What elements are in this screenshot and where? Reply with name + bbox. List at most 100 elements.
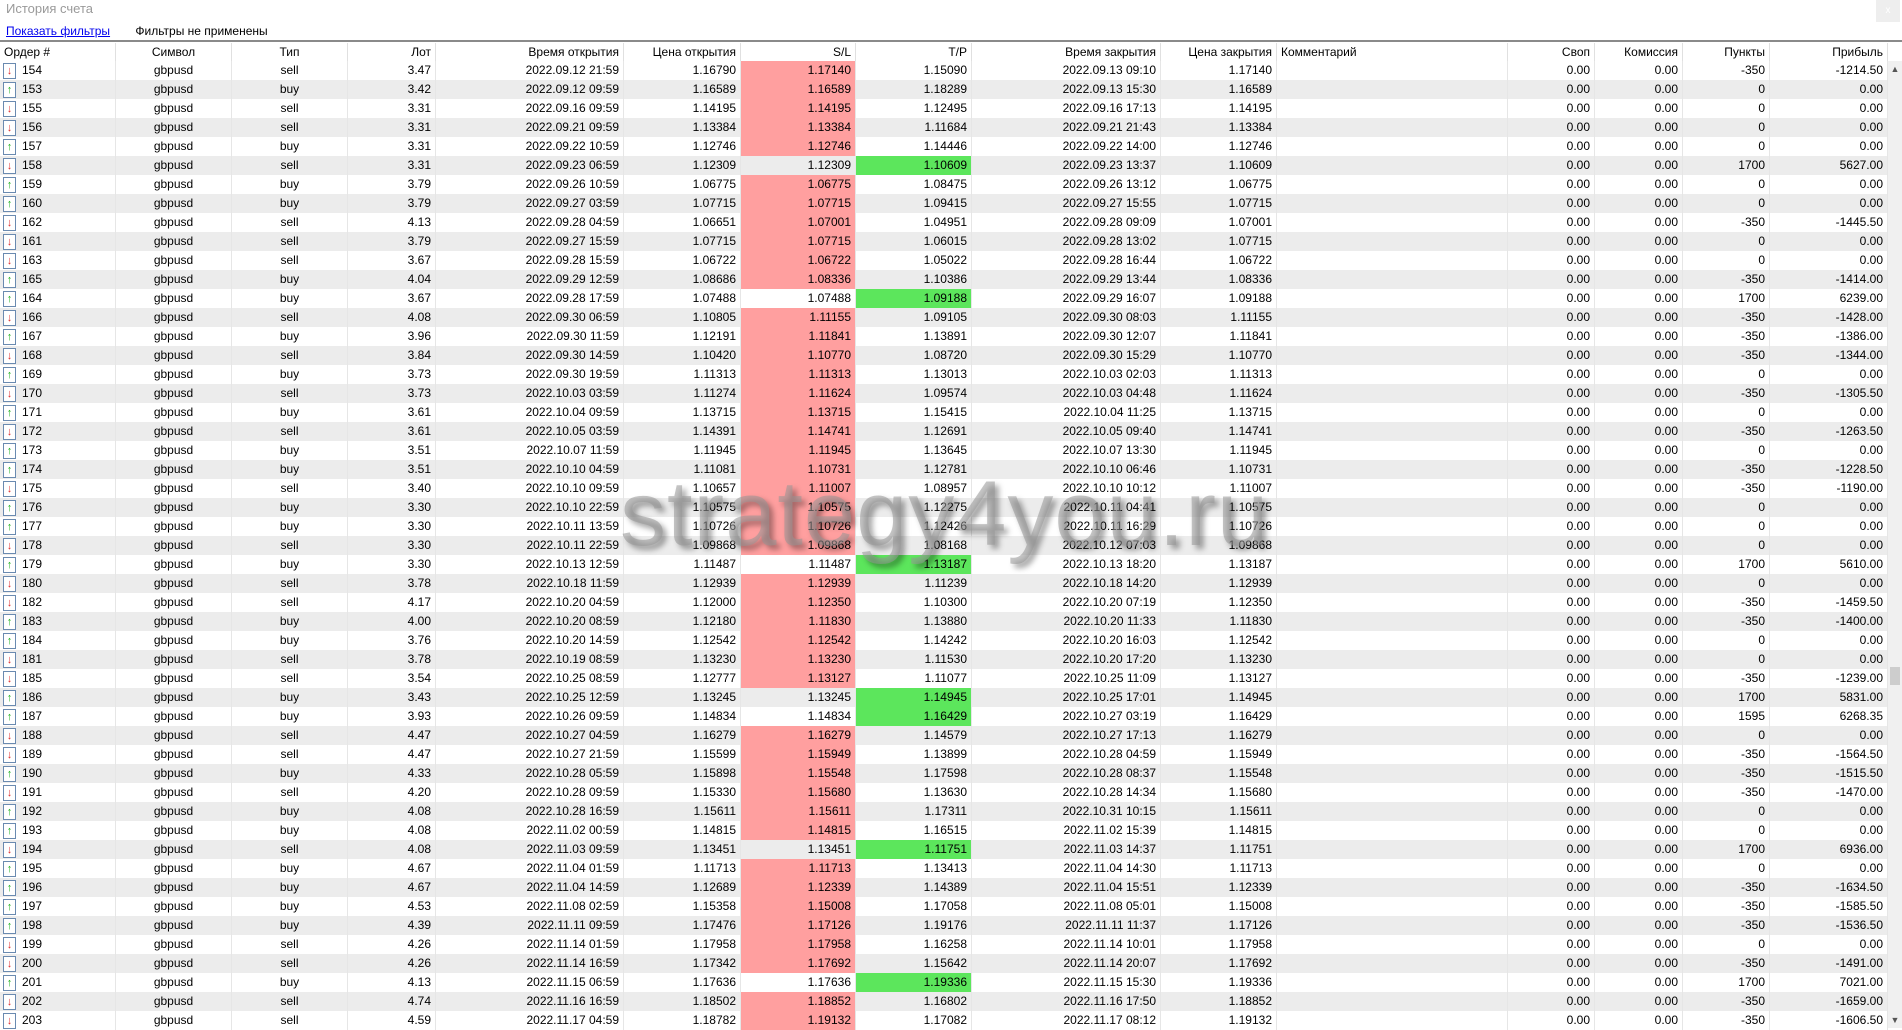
table-row[interactable]: ↑ 197 gbpusd buy 4.53 2022.11.08 02:59 1.15358… — [0, 897, 1888, 916]
table-row[interactable]: ↓ 155 gbpusd sell 3.31 2022.09.16 09:59 1.1419… — [0, 99, 1888, 118]
table-row[interactable]: ↓ 194 gbpusd sell 4.08 2022.11.03 09:59 1.1345… — [0, 840, 1888, 859]
column-header-swap[interactable]: Своп — [1508, 43, 1595, 61]
table-row[interactable]: ↑ 195 gbpusd buy 4.67 2022.11.04 01:59 1.11713… — [0, 859, 1888, 878]
table-row[interactable]: ↑ 177 gbpusd buy 3.30 2022.10.11 13:59 1.10726… — [0, 517, 1888, 536]
table-row[interactable]: ↑ 201 gbpusd buy 4.13 2022.11.15 06:59 1.17636… — [0, 973, 1888, 992]
table-row[interactable]: ↓ 199 gbpusd sell 4.26 2022.11.14 01:59 1.1795… — [0, 935, 1888, 954]
cell-swap: 0.00 — [1508, 175, 1595, 194]
close-button[interactable]: x — [1876, 0, 1900, 22]
column-header-comment[interactable]: Комментарий — [1277, 43, 1508, 61]
table-row[interactable]: ↑ 164 gbpusd buy 3.67 2022.09.28 17:59 1.07488… — [0, 289, 1888, 308]
column-header-lot[interactable]: Лот — [348, 43, 436, 61]
table-row[interactable]: ↓ 203 gbpusd sell 4.59 2022.11.17 04:59 1.1878… — [0, 1011, 1888, 1030]
table-row[interactable]: ↓ 182 gbpusd sell 4.17 2022.10.20 04:59 1.1200… — [0, 593, 1888, 612]
cell-swap: 0.00 — [1508, 840, 1595, 859]
table-row[interactable]: ↑ 174 gbpusd buy 3.51 2022.10.10 04:59 1.11081… — [0, 460, 1888, 479]
cell-order: ↑ 183 — [0, 612, 116, 631]
table-row[interactable]: ↓ 178 gbpusd sell 3.30 2022.10.11 22:59 1.0986… — [0, 536, 1888, 555]
table-row[interactable]: ↑ 167 gbpusd buy 3.96 2022.09.30 11:59 1.12191… — [0, 327, 1888, 346]
scroll-thumb[interactable] — [1890, 667, 1900, 685]
column-header-commission[interactable]: Комиссия — [1595, 43, 1683, 61]
table-row[interactable]: ↓ 189 gbpusd sell 4.47 2022.10.27 21:59 1.1559… — [0, 745, 1888, 764]
column-header-close-time[interactable]: Время закрытия — [972, 43, 1161, 61]
cell-close-price: 1.15680 — [1161, 783, 1277, 802]
table-row[interactable]: ↓ 191 gbpusd sell 4.20 2022.10.28 09:59 1.1533… — [0, 783, 1888, 802]
cell-order: ↑ 173 — [0, 441, 116, 460]
table-row[interactable]: ↑ 183 gbpusd buy 4.00 2022.10.20 08:59 1.12180… — [0, 612, 1888, 631]
cell-type: buy — [232, 289, 348, 308]
cell-type: sell — [232, 156, 348, 175]
column-header-open-time[interactable]: Время открытия — [436, 43, 624, 61]
table-row[interactable]: ↑ 179 gbpusd buy 3.30 2022.10.13 12:59 1.11487… — [0, 555, 1888, 574]
column-header-open-price[interactable]: Цена открытия — [624, 43, 741, 61]
table-row[interactable]: ↓ 166 gbpusd sell 4.08 2022.09.30 06:59 1.1080… — [0, 308, 1888, 327]
cell-symbol: gbpusd — [116, 156, 232, 175]
order-number: 189 — [22, 747, 43, 761]
table-row[interactable]: ↑ 159 gbpusd buy 3.79 2022.09.26 10:59 1.06775… — [0, 175, 1888, 194]
cell-swap: 0.00 — [1508, 156, 1595, 175]
table-row[interactable]: ↑ 190 gbpusd buy 4.33 2022.10.28 05:59 1.15898… — [0, 764, 1888, 783]
column-header-symbol[interactable]: Символ — [116, 43, 232, 61]
cell-commission: 0.00 — [1595, 517, 1683, 536]
table-row[interactable]: ↓ 162 gbpusd sell 4.13 2022.09.28 04:59 1.0665… — [0, 213, 1888, 232]
table-row[interactable]: ↑ 198 gbpusd buy 4.39 2022.11.11 09:59 1.17476… — [0, 916, 1888, 935]
cell-close-price: 1.07715 — [1161, 232, 1277, 251]
column-header-sl[interactable]: S/L — [741, 43, 856, 61]
cell-profit: -1585.50 — [1770, 897, 1888, 916]
table-row[interactable]: ↓ 163 gbpusd sell 3.67 2022.09.28 15:59 1.0672… — [0, 251, 1888, 270]
table-row[interactable]: ↓ 158 gbpusd sell 3.31 2022.09.23 06:59 1.1230… — [0, 156, 1888, 175]
table-row[interactable]: ↑ 173 gbpusd buy 3.51 2022.10.07 11:59 1.11945… — [0, 441, 1888, 460]
column-header-tp[interactable]: T/P — [856, 43, 972, 61]
table-row[interactable]: ↓ 175 gbpusd sell 3.40 2022.10.10 09:59 1.1065… — [0, 479, 1888, 498]
table-row[interactable]: ↓ 170 gbpusd sell 3.73 2022.10.03 03:59 1.1127… — [0, 384, 1888, 403]
table-row[interactable]: ↓ 202 gbpusd sell 4.74 2022.11.16 16:59 1.1850… — [0, 992, 1888, 1011]
arrow-down-red-icon: ↓ — [3, 746, 16, 763]
table-row[interactable]: ↓ 200 gbpusd sell 4.26 2022.11.14 16:59 1.1734… — [0, 954, 1888, 973]
table-row[interactable]: ↓ 156 gbpusd sell 3.31 2022.09.21 09:59 1.1338… — [0, 118, 1888, 137]
table-row[interactable]: ↑ 171 gbpusd buy 3.61 2022.10.04 09:59 1.13715… — [0, 403, 1888, 422]
column-header-close-price[interactable]: Цена закрытия — [1161, 43, 1277, 61]
table-row[interactable]: ↑ 186 gbpusd buy 3.43 2022.10.25 12:59 1.13245… — [0, 688, 1888, 707]
scroll-down-icon[interactable]: ▼ — [1890, 1015, 1900, 1025]
table-row[interactable]: ↑ 187 gbpusd buy 3.93 2022.10.26 09:59 1.14834… — [0, 707, 1888, 726]
table-row[interactable]: ↑ 165 gbpusd buy 4.04 2022.09.29 12:59 1.08686… — [0, 270, 1888, 289]
table-row[interactable]: ↑ 184 gbpusd buy 3.76 2022.10.20 14:59 1.12542… — [0, 631, 1888, 650]
column-header-profit[interactable]: Прибыль — [1770, 43, 1888, 61]
scroll-up-icon[interactable]: ▲ — [1890, 64, 1900, 74]
cell-order: ↑ 169 — [0, 365, 116, 384]
cell-tp: 1.18289 — [856, 80, 972, 99]
table-row[interactable]: ↓ 180 gbpusd sell 3.78 2022.10.18 11:59 1.1293… — [0, 574, 1888, 593]
arrow-up-green-icon: ↑ — [3, 176, 16, 193]
table-row[interactable]: ↓ 172 gbpusd sell 3.61 2022.10.05 03:59 1.1439… — [0, 422, 1888, 441]
cell-tp: 1.14579 — [856, 726, 972, 745]
cell-tp: 1.06015 — [856, 232, 972, 251]
column-header-type[interactable]: Тип — [232, 43, 348, 61]
table-row[interactable]: ↑ 153 gbpusd buy 3.42 2022.09.12 09:59 1.16589… — [0, 80, 1888, 99]
table-row[interactable]: ↑ 193 gbpusd buy 4.08 2022.11.02 00:59 1.14815… — [0, 821, 1888, 840]
table-row[interactable]: ↑ 192 gbpusd buy 4.08 2022.10.28 16:59 1.15611… — [0, 802, 1888, 821]
cell-type: buy — [232, 194, 348, 213]
table-row[interactable]: ↓ 168 gbpusd sell 3.84 2022.09.30 14:59 1.1042… — [0, 346, 1888, 365]
cell-tp: 1.14945 — [856, 688, 972, 707]
cell-commission: 0.00 — [1595, 802, 1683, 821]
column-header-order[interactable]: Ордер # — [0, 43, 116, 61]
table-row[interactable]: ↑ 176 gbpusd buy 3.30 2022.10.10 22:59 1.10575… — [0, 498, 1888, 517]
table-row[interactable]: ↓ 161 gbpusd sell 3.79 2022.09.27 15:59 1.0771… — [0, 232, 1888, 251]
cell-sl: 1.12939 — [741, 574, 856, 593]
table-row[interactable]: ↓ 154 gbpusd sell 3.47 2022.09.12 21:59 1.1679… — [0, 61, 1888, 80]
table-row[interactable]: ↑ 169 gbpusd buy 3.73 2022.09.30 19:59 1.11313… — [0, 365, 1888, 384]
column-header-points[interactable]: Пункты — [1683, 43, 1770, 61]
table-row[interactable]: ↓ 181 gbpusd sell 3.78 2022.10.19 08:59 1.1323… — [0, 650, 1888, 669]
show-filters-link[interactable]: Показать фильтры — [6, 24, 111, 38]
cell-tp: 1.15415 — [856, 403, 972, 422]
table-row[interactable]: ↑ 160 gbpusd buy 3.79 2022.09.27 03:59 1.07715… — [0, 194, 1888, 213]
vertical-scrollbar[interactable]: ▲ ▼ — [1888, 61, 1902, 1028]
table-row[interactable]: ↑ 196 gbpusd buy 4.67 2022.11.04 14:59 1.12689… — [0, 878, 1888, 897]
table-row[interactable]: ↑ 157 gbpusd buy 3.31 2022.09.22 10:59 1.12746… — [0, 137, 1888, 156]
table-row[interactable]: ↓ 188 gbpusd sell 4.47 2022.10.27 04:59 1.1627… — [0, 726, 1888, 745]
table-row[interactable]: ↓ 185 gbpusd sell 3.54 2022.10.25 08:59 1.1277… — [0, 669, 1888, 688]
cell-commission: 0.00 — [1595, 118, 1683, 137]
cell-type: buy — [232, 555, 348, 574]
cell-symbol: gbpusd — [116, 137, 232, 156]
cell-sl: 1.16279 — [741, 726, 856, 745]
